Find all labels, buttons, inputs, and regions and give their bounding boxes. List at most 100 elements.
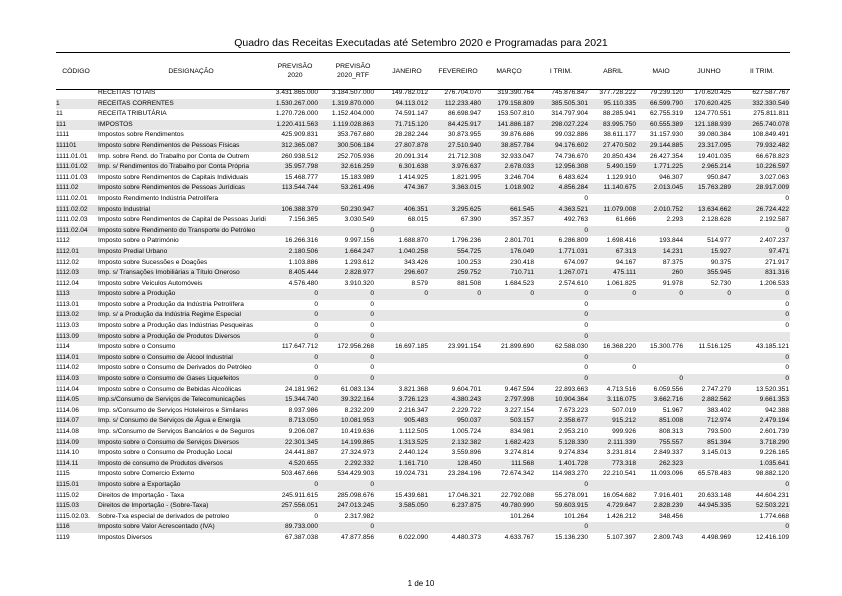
row-value: 3.910.320 [344,279,374,287]
row-value: 745.876.847 [551,89,588,96]
row-code: 111101 [56,141,77,149]
row-code: 1112 [56,237,70,245]
row-designation: Direitos de Importação - Taxa [98,491,185,499]
table-row: 1114.06 Imp. s/Consumo de Serviços Hotele… [56,406,790,417]
row-value: 0 [785,523,789,531]
row-value: 0 [370,353,374,361]
row-value: 20.633.148 [697,491,731,499]
table-row: 1112 Imposto sobre o Património 16.266.316… [56,236,790,247]
row-value: 9.226.165 [759,449,789,457]
row-code: 1115 [56,470,70,478]
row-value: 0 [314,311,318,319]
row-value: 260 [671,269,683,277]
row-value: 2.358.677 [558,417,588,425]
row-value: 946.307 [659,173,683,181]
row-value: 0 [785,375,789,383]
row-value: 3.718.290 [759,438,789,446]
row-code: 1111.02.03 [56,216,88,224]
row-value: 4.480.373 [451,533,481,541]
row-value: 9.661.353 [759,396,789,404]
row-value: 59.603.915 [554,502,588,510]
row-designation: Imposto sobre o Consumo [98,343,176,351]
row-value: 0 [632,364,636,372]
page-title: Quadro das Receitas Executadas até Setem… [234,37,608,49]
row-value: 831.316 [765,269,789,277]
row-value: 23.991.154 [447,343,481,351]
row-value: 627.587.767 [752,89,789,96]
row-value: 13.634.662 [697,205,731,213]
row-value: 26.427.354 [649,152,683,160]
row-value: 0 [370,332,374,340]
row-value: 32.616.259 [340,163,374,171]
row-value: 0 [679,375,683,383]
row-value: 11.093.096 [650,470,683,478]
row-value: 53.261.496 [340,184,374,192]
row-value: 89.733.000 [284,523,318,531]
row-value: 1.774.668 [759,512,789,520]
row-value: 0 [584,375,588,383]
row-value: 84.425.917 [447,120,481,128]
row-value: 5.128.330 [558,438,588,446]
table-row: RECEITAS TOTAIS 3.431.865.000 3.184.507.00… [56,88,790,99]
row-code: 1114.03 [56,375,79,383]
row-value: 2.010.752 [653,205,683,213]
row-value: 12.416.109 [755,533,789,541]
row-value: 710.711 [510,269,534,277]
row-designation: Imp. s/Consumo de Serviços Bancários e d… [98,428,255,435]
row-value: 16.697.185 [394,343,428,351]
table-row: 1114.10 Imposto sobre o Consumo de Produç… [56,448,790,459]
row-value: 276.704.070 [444,89,481,96]
row-value: 0 [785,364,789,372]
row-value: 1.220.411.563 [276,120,318,128]
row-value: 4.713.516 [606,385,636,393]
row-value: 4.520.655 [288,459,318,467]
row-value: 0 [314,512,318,520]
row-value: 22.792.088 [500,491,534,499]
row-designation: Imposto sobre Veículos Automóveis [98,279,203,287]
row-value: 94.167 [615,258,636,266]
row-value: 332.330.549 [752,99,789,107]
row-value: 0 [370,322,374,330]
table-row: 111101 Imposto sobre Rendimentos de Pesso… [56,140,790,152]
row-designation: Sobre-Txa especial de derivados de petro… [98,512,230,520]
table-row: 1112.02 Imposto sobre Sucessões e Doações… [56,258,790,269]
row-code: 1114.05 [56,396,79,404]
row-value: 0 [727,290,731,298]
row-value: 8.713.050 [288,417,318,425]
table-row: 1115.03 Direitos de Importação - (Sobre-T… [56,501,790,512]
row-code: 1113.01 [56,300,79,308]
row-value: 712.974 [707,417,731,425]
row-value: 0 [530,290,534,298]
row-value: 106.388.379 [281,205,318,213]
row-value: 9.467.594 [504,385,534,393]
row-value: 808.313 [659,428,683,435]
row-value: 14.199.865 [340,438,374,446]
row-value: 88.285.941 [602,110,636,118]
row-value: 23.284.196 [447,470,481,478]
row-designation: Imposto sobre o Consumo de Bebidas Alcoó… [98,385,242,393]
row-code: 1112.03 [56,269,79,277]
row-value: 793.500 [707,428,731,435]
row-value: 1.426.212 [606,512,636,520]
row-value: 1.530.267.000 [275,99,318,107]
row-designation: IMPOSTOS [98,120,133,128]
table-body: RECEITAS TOTAIS 3.431.865.000 3.184.507.00… [56,88,790,544]
row-value: 257.556.051 [281,502,318,510]
row-value: 0 [314,353,318,361]
row-value: 55.278.091 [554,491,588,499]
row-value: 503.467.666 [281,470,318,478]
row-value: 15.763.289 [697,184,731,192]
table-row: 1113 Imposto sobre a Produção 0 0 0 0 0 0 0 0 0 0 [56,289,790,300]
row-value: 2.828.239 [653,502,683,510]
row-value: 2.111.339 [607,438,636,446]
table-row: 1113.01 Imposto sobre a Produção da Indús… [56,300,790,311]
table-row: 1111.01.03 Imposto sobre Rendimentos de C… [56,173,790,184]
table-row: 1114.11 Imposto de consumo de Produtos di… [56,458,790,470]
row-designation: Imposto sobre a Produção [98,290,176,298]
row-value: 86.698.947 [447,110,481,118]
row-value: 111.568 [511,459,534,467]
row-designation: Imposto sobre Rendimento do Transporte d… [98,226,256,234]
row-value: 0 [314,290,318,298]
row-value: 39.080.384 [697,131,731,139]
row-value: 348.456 [659,512,683,520]
